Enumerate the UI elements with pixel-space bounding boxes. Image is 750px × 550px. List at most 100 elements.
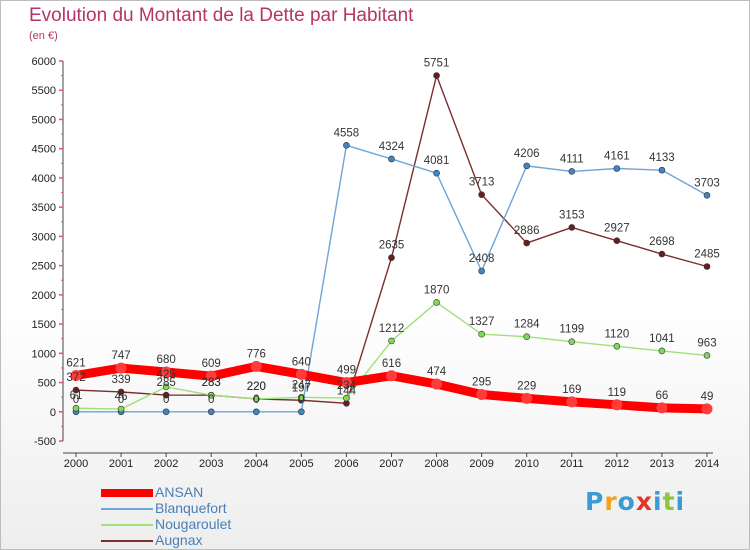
data-label-blanquefort: 4133 — [649, 152, 675, 164]
data-point-blanquefort — [298, 408, 305, 416]
series-ansan — [70, 360, 713, 415]
y-tick-label: 5500 — [32, 85, 56, 97]
y-tick-label: 4500 — [32, 144, 56, 156]
data-label-blanquefort: 4558 — [334, 127, 360, 139]
legend-label-ansan: ANSAN — [155, 484, 204, 500]
x-ticks: 2000 2001 2002 2003 2004 2005 2006 2007 2008 2009… — [64, 453, 719, 470]
data-point-nougaroulet — [207, 391, 215, 399]
data-point-nougaroulet — [117, 405, 125, 413]
y-tick-label: 3500 — [32, 202, 56, 214]
data-point-augnax — [703, 263, 711, 270]
data-point-ansan — [521, 392, 533, 404]
data-label-nougaroulet: 1120 — [604, 328, 629, 340]
data-label-ansan: 474 — [427, 366, 447, 378]
data-label-augnax: 2698 — [649, 236, 675, 248]
data-point-nougaroulet — [478, 330, 485, 338]
brand-letter: P — [585, 487, 605, 516]
data-label-ansan: 169 — [562, 384, 581, 396]
x-tick-label: 2001 — [109, 458, 133, 470]
data-label-nougaroulet: 46 — [115, 391, 128, 403]
data-point-blanquefort — [523, 162, 531, 170]
y-tick-label: 1500 — [32, 319, 56, 331]
x-tick-label: 2012 — [605, 458, 629, 470]
data-point-nougaroulet — [252, 395, 260, 403]
data-label-nougaroulet: 1041 — [649, 333, 675, 345]
y-tick-label: 2500 — [32, 261, 56, 273]
data-point-blanquefort — [252, 408, 260, 416]
data-label-ansan: 680 — [157, 354, 176, 366]
data-point-ansan — [205, 370, 217, 382]
data-label-blanquefort: 4111 — [560, 153, 584, 165]
data-point-blanquefort — [658, 166, 666, 174]
data-point-nougaroulet — [72, 404, 80, 412]
x-tick-label: 2004 — [244, 458, 268, 470]
data-point-ansan — [115, 362, 127, 374]
data-label-ansan: 616 — [382, 358, 401, 370]
data-point-ansan — [701, 403, 713, 415]
data-label-blanquefort: 3703 — [694, 177, 720, 189]
legend-item-augnax: Augnax — [101, 532, 301, 549]
data-point-nougaroulet — [162, 383, 170, 391]
brand-letter: i — [653, 487, 663, 516]
y-ticks: -500 0 500 1000 1500 2000 2500 3000 3500 4000 4500… — [32, 56, 63, 448]
data-label-augnax: 220 — [247, 381, 266, 393]
y-tick-label: 0 — [50, 407, 56, 419]
line-chart: -500 0 500 1000 1500 2000 2500 3000 3500 4000 4500… — [32, 56, 720, 470]
brand-letter: t — [662, 487, 676, 516]
y-tick-label: 2000 — [32, 290, 56, 302]
data-point-nougaroulet — [298, 394, 305, 401]
data-label-ansan: 621 — [66, 357, 85, 369]
data-label-blanquefort: 2408 — [469, 253, 495, 265]
brand-logo: Proxiti — [585, 487, 685, 516]
data-point-augnax — [72, 386, 80, 394]
data-point-blanquefort — [207, 408, 215, 416]
y-tick-label: 4000 — [32, 173, 56, 185]
data-point-augnax — [613, 237, 621, 244]
data-point-augnax — [658, 250, 666, 258]
data-point-blanquefort — [613, 165, 621, 172]
data-point-nougaroulet — [433, 299, 440, 306]
legend-item-blanquefort: Blanquefort — [101, 500, 301, 517]
data-point-ansan — [476, 389, 488, 401]
data-label-nougaroulet: 1212 — [379, 323, 405, 335]
data-point-ansan — [611, 399, 623, 411]
data-label-blanquefort: 0 — [118, 394, 124, 406]
data-point-augnax — [568, 224, 576, 231]
legend-label-nougaroulet: Nougaroulet — [155, 516, 232, 532]
data-point-blanquefort — [162, 408, 170, 416]
data-point-nougaroulet — [388, 337, 395, 345]
brand-letter: i — [675, 487, 686, 516]
y-tick-label: 1000 — [32, 348, 56, 360]
data-label-nougaroulet: 283 — [202, 377, 221, 389]
data-label-augnax: 2635 — [379, 240, 405, 252]
data-label-nougaroulet: 1327 — [469, 316, 495, 328]
legend: ANSAN Blanquefort Nougaroulet Augnax — [101, 484, 301, 549]
data-point-nougaroulet — [613, 342, 621, 350]
data-label-augnax: 2927 — [604, 223, 630, 235]
x-tick-label: 2005 — [289, 458, 313, 470]
data-point-ansan — [431, 378, 443, 390]
data-label-ansan: 119 — [608, 387, 626, 399]
data-point-ansan — [250, 360, 262, 372]
chart-unit: (en €) — [29, 30, 58, 42]
data-label-nougaroulet: 234 — [337, 380, 357, 392]
x-tick-label: 2007 — [379, 458, 403, 470]
legend-swatch-blanquefort — [101, 508, 153, 510]
data-label-nougaroulet: 61 — [70, 390, 83, 402]
data-label-ansan: 609 — [202, 358, 221, 370]
y-tick-label: 3000 — [32, 231, 56, 243]
legend-swatch-ansan — [101, 489, 153, 497]
data-point-augnax — [523, 239, 531, 247]
data-point-ansan — [656, 402, 668, 414]
data-label-ansan: 49 — [701, 391, 714, 403]
legend-item-nougaroulet: Nougaroulet — [101, 516, 301, 533]
data-label-augnax: 144 — [337, 385, 357, 397]
x-tick-label: 2002 — [154, 458, 178, 470]
data-label-ansan: 295 — [472, 377, 491, 389]
data-label-nougaroulet: 220 — [247, 381, 266, 393]
data-point-blanquefort — [568, 168, 576, 175]
data-label-blanquefort: 0 — [253, 394, 259, 406]
legend-item-ansan: ANSAN — [101, 484, 301, 501]
data-label-augnax: 3713 — [469, 177, 495, 189]
